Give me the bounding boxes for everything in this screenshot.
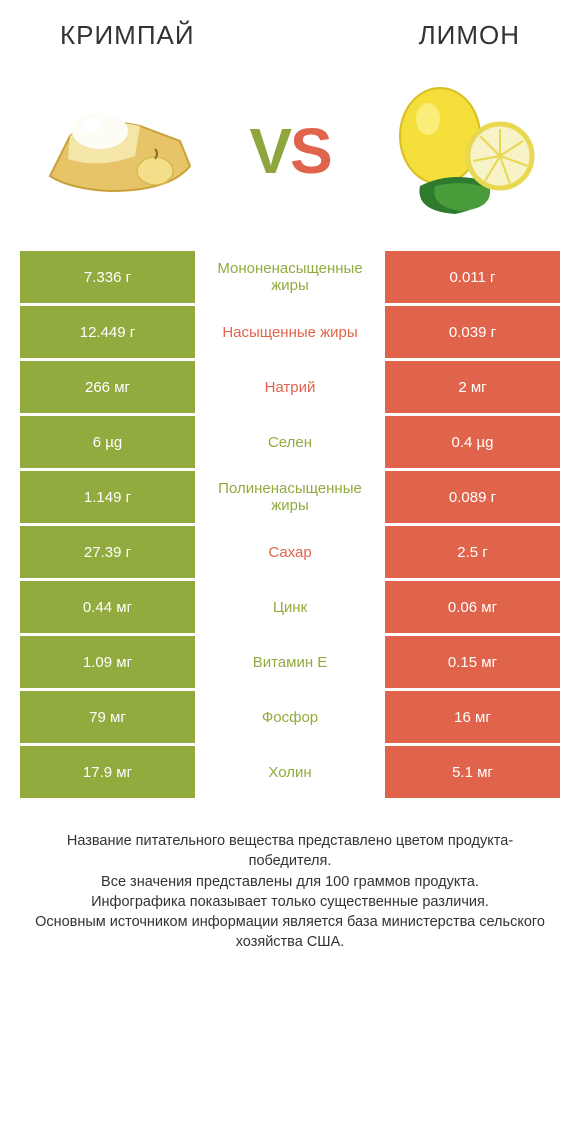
value-right: 16 мг xyxy=(385,691,560,743)
table-row: 17.9 мгХолин5.1 мг xyxy=(20,746,560,798)
value-right: 0.15 мг xyxy=(385,636,560,688)
table-row: 79 мгФосфор16 мг xyxy=(20,691,560,743)
value-left: 17.9 мг xyxy=(20,746,195,798)
value-left: 266 мг xyxy=(20,361,195,413)
nutrient-label: Фосфор xyxy=(195,691,385,743)
table-row: 1.09 мгВитамин E0.15 мг xyxy=(20,636,560,688)
table-row: 266 мгНатрий2 мг xyxy=(20,361,560,413)
value-right: 5.1 мг xyxy=(385,746,560,798)
value-left: 0.44 мг xyxy=(20,581,195,633)
cream-pie-icon xyxy=(40,81,200,221)
title-right: ЛИМОН xyxy=(419,20,520,51)
footer-line: Инфографика показывает только существенн… xyxy=(30,892,550,912)
value-right: 0.011 г xyxy=(385,251,560,303)
footer-text: Название питательного вещества представл… xyxy=(0,801,580,953)
table-row: 0.44 мгЦинк0.06 мг xyxy=(20,581,560,633)
nutrient-label: Насыщенные жиры xyxy=(195,306,385,358)
footer-line: Название питательного вещества представл… xyxy=(30,831,550,872)
title-left: КРИМПАЙ xyxy=(60,20,195,51)
lemon-icon xyxy=(380,81,540,221)
value-right: 0.039 г xyxy=(385,306,560,358)
nutrient-label: Мононенасыщенные жиры xyxy=(195,251,385,303)
hero-row: VS xyxy=(0,61,580,251)
nutrient-label: Сахар xyxy=(195,526,385,578)
value-left: 1.149 г xyxy=(20,471,195,523)
footer-line: Основным источником информации является … xyxy=(30,912,550,953)
value-right: 0.089 г xyxy=(385,471,560,523)
value-left: 6 µg xyxy=(20,416,195,468)
nutrient-label: Холин xyxy=(195,746,385,798)
vs-s-letter: S xyxy=(290,115,331,187)
header-row: КРИМПАЙ ЛИМОН xyxy=(0,0,580,61)
value-left: 79 мг xyxy=(20,691,195,743)
table-row: 12.449 гНасыщенные жиры0.039 г xyxy=(20,306,560,358)
value-left: 7.336 г xyxy=(20,251,195,303)
nutrient-label: Полиненасыщенные жиры xyxy=(195,471,385,523)
value-right: 0.06 мг xyxy=(385,581,560,633)
table-row: 27.39 гСахар2.5 г xyxy=(20,526,560,578)
footer-line: Все значения представлены для 100 граммо… xyxy=(30,872,550,892)
table-row: 6 µgСелен0.4 µg xyxy=(20,416,560,468)
value-right: 0.4 µg xyxy=(385,416,560,468)
value-left: 1.09 мг xyxy=(20,636,195,688)
nutrient-label: Цинк xyxy=(195,581,385,633)
value-left: 27.39 г xyxy=(20,526,195,578)
value-right: 2 мг xyxy=(385,361,560,413)
table-row: 1.149 гПолиненасыщенные жиры0.089 г xyxy=(20,471,560,523)
value-right: 2.5 г xyxy=(385,526,560,578)
nutrient-label: Натрий xyxy=(195,361,385,413)
comparison-table: 7.336 гМононенасыщенные жиры0.011 г12.44… xyxy=(0,251,580,798)
value-left: 12.449 г xyxy=(20,306,195,358)
vs-label: VS xyxy=(249,114,330,188)
nutrient-label: Витамин E xyxy=(195,636,385,688)
table-row: 7.336 гМононенасыщенные жиры0.011 г xyxy=(20,251,560,303)
nutrient-label: Селен xyxy=(195,416,385,468)
vs-v-letter: V xyxy=(249,115,290,187)
